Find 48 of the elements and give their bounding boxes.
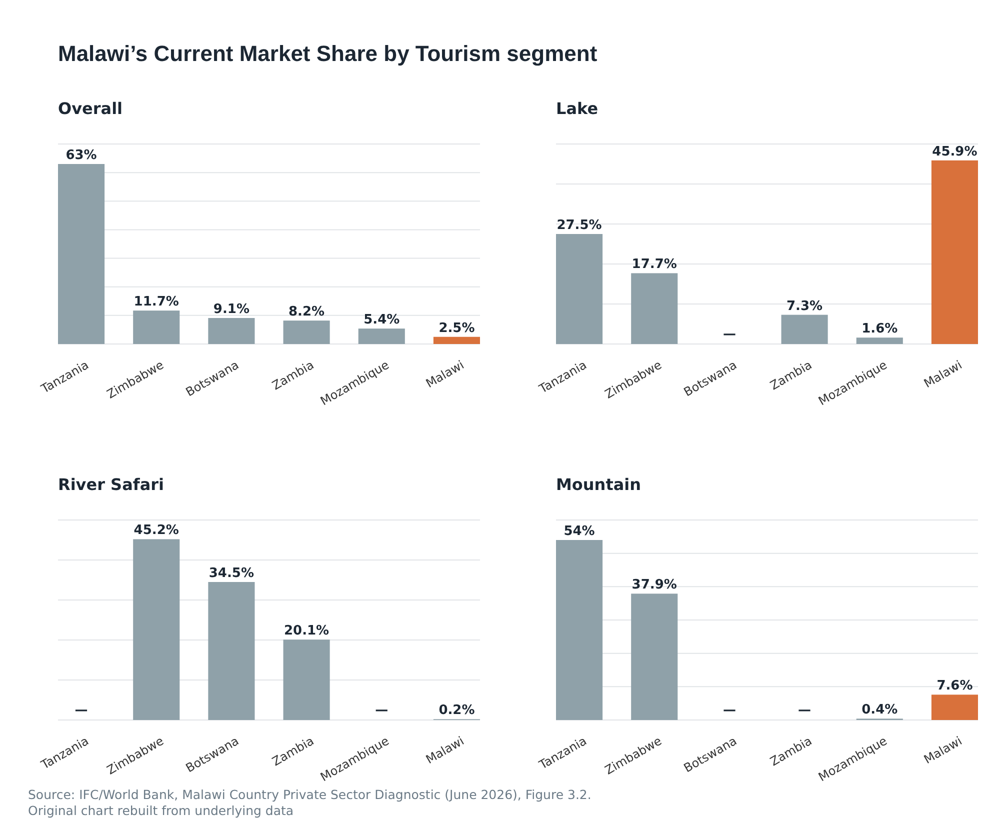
- text: —: [375, 703, 388, 718]
- bar: [556, 540, 603, 720]
- data-label: 34.5%: [208, 566, 254, 581]
- data-label: 27.5%: [556, 218, 602, 233]
- data-label: 0.4%: [862, 702, 898, 718]
- text: —: [722, 327, 736, 342]
- bar: [208, 318, 255, 344]
- data-label: 0.2%: [438, 703, 475, 718]
- bar: [556, 234, 603, 344]
- text: —: [74, 703, 88, 718]
- bar: [283, 320, 330, 344]
- data-label: 1.6%: [862, 322, 898, 337]
- bar: [283, 640, 330, 720]
- data-label: 9.1%: [213, 302, 250, 317]
- data-label: 63%: [66, 148, 97, 163]
- bar: [631, 273, 678, 344]
- data-label: 37.9%: [632, 578, 677, 593]
- bar: [931, 694, 978, 720]
- bar: [133, 539, 180, 720]
- source-note: Source: IFC/World Bank, Malawi Country Private Sector Diagnostic (June 2026), Figure 3.2.: [28, 787, 592, 802]
- data-label: 45.2%: [134, 523, 179, 538]
- data-label: 2.5%: [438, 320, 475, 336]
- data-label: 45.9%: [932, 144, 978, 160]
- bar: [433, 336, 480, 344]
- bar: [781, 314, 828, 344]
- chart-title: Lake: [556, 99, 598, 118]
- bar: [58, 164, 105, 344]
- chart-subtitle: Overall: [58, 99, 123, 118]
- data-label: 20.1%: [284, 624, 330, 639]
- chart-title: River Safari: [58, 475, 164, 494]
- data-label: 17.7%: [632, 257, 677, 272]
- text: Original chart rebuilt from underlying data: [28, 803, 294, 818]
- data-label: 11.7%: [134, 294, 179, 310]
- text: —: [722, 703, 736, 718]
- bar: [856, 338, 903, 344]
- bar: [358, 328, 405, 344]
- data-label: 8.2%: [288, 304, 325, 320]
- data-label: 5.4%: [364, 312, 400, 328]
- text: —: [798, 703, 812, 718]
- chart-title: Malawi’s Current Market Share by Tourism segment: [58, 41, 598, 66]
- bar: [631, 594, 678, 720]
- bar: [208, 582, 255, 720]
- bar: [931, 160, 978, 344]
- data-label: 54%: [564, 524, 595, 539]
- bar: [133, 310, 180, 344]
- data-label: 7.6%: [936, 678, 973, 694]
- data-label: 7.3%: [786, 298, 823, 314]
- chart-title: Mountain: [556, 475, 642, 494]
